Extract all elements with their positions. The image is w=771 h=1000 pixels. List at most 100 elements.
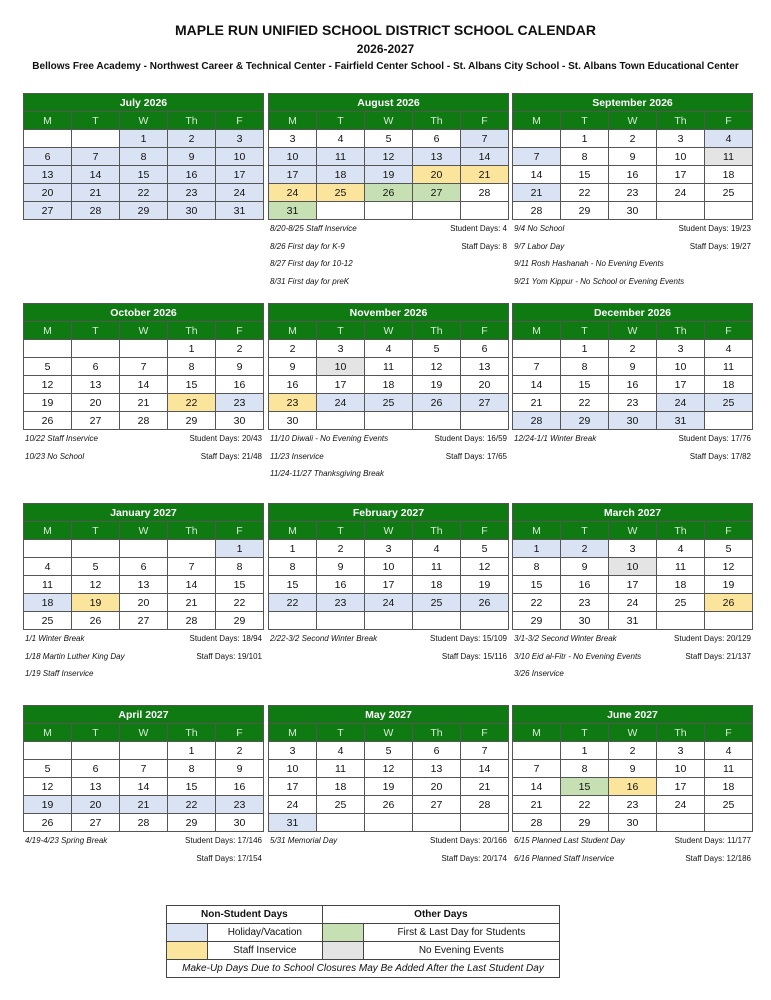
note-row: 2/22-3/2 Second Winter Break Student Days… [268,630,509,648]
month-title: March 2027 [512,503,753,522]
day-cell: 19 [71,593,120,612]
day-cell: 28 [460,795,509,814]
day-cell: 14 [460,759,509,778]
weekday-header: W [119,521,168,540]
note-row: 1/1 Winter Break Student Days: 18/94 [23,630,264,648]
day-cell: 16 [608,375,657,394]
weekday-header: Th [656,111,705,130]
note-row: 9/4 No School Student Days: 19/23 [512,220,753,238]
day-cell: 29 [167,813,216,832]
weekday-header: F [704,111,753,130]
month-title: December 2026 [512,303,753,322]
day-cell: 7 [460,741,509,760]
day-cell: 14 [119,375,168,394]
weekday-header: F [215,321,264,340]
day-cell: 31 [608,611,657,630]
day-cell [412,201,461,220]
day-cell: 26 [23,813,72,832]
day-cell: 12 [23,777,72,796]
day-cell: 17 [215,165,264,184]
day-cell: 8 [167,759,216,778]
day-cell: 13 [412,147,461,166]
note-day-count: Staff Days: 8 [461,241,507,251]
day-cell: 11 [704,357,753,376]
day-cell: 1 [560,339,609,358]
note-day-count: Student Days: 19/23 [678,224,752,233]
day-cell: 25 [704,183,753,202]
day-cell: 6 [23,147,72,166]
day-cell: 30 [215,813,264,832]
week-row: 26 27 28 29 30 [23,813,264,832]
week-row: 31 [268,201,509,220]
day-cell: 22 [268,593,317,612]
day-cell: 5 [23,759,72,778]
legend-holiday-swatch [166,923,208,942]
week-row: 14 15 16 17 18 [512,375,753,394]
day-cell: 10 [215,147,264,166]
day-cell [512,339,561,358]
day-cell: 29 [215,611,264,630]
day-cell: 17 [268,165,317,184]
day-cell: 22 [167,795,216,814]
month-title: January 2027 [23,503,264,522]
day-cell: 4 [704,129,753,148]
day-cell [460,201,509,220]
day-cell: 26 [23,411,72,430]
week-row: 12 13 14 15 16 [23,375,264,394]
month-notes: 10/22 Staff Inservice Student Days: 20/43… [23,430,264,465]
day-cell: 25 [412,593,461,612]
day-cell: 14 [167,575,216,594]
note-event: 8/31 First day for preK [270,276,350,286]
day-cell: 31 [656,411,705,430]
day-cell: 3 [316,339,365,358]
week-row: 11 12 13 14 15 [23,575,264,594]
weekday-header: W [364,111,413,130]
day-cell: 25 [23,611,72,630]
day-cell: 26 [412,393,461,412]
day-cell: 22 [167,393,216,412]
legend-holiday-label: Holiday/Vacation [207,923,323,942]
day-cell: 10 [268,147,317,166]
day-cell [704,201,753,220]
day-cell: 9 [215,357,264,376]
day-cell: 24 [268,795,317,814]
note-day-count: Staff Days: 21/137 [685,651,751,661]
month-notes: 11/10 Diwali - No Evening Events Student … [268,430,509,483]
month-calendar: July 2026 M T W Th F 1 2 3 6 7 8 9 10 13 14 15 16 17 20 21 22… [23,93,264,220]
weekday-header: T [316,321,365,340]
note-row: 9/21 Yom Kippur - No School or Evening E… [512,273,753,291]
day-cell: 7 [512,759,561,778]
day-cell: 18 [704,375,753,394]
day-cell: 24 [364,593,413,612]
day-cell: 4 [704,339,753,358]
month-title: September 2026 [512,93,753,112]
week-row: 15 16 17 18 19 [512,575,753,594]
day-cell: 8 [512,557,561,576]
school-year: 2026-2027 [356,42,415,56]
weekday-header: M [268,111,317,130]
note-day-count: Staff Days: 17/154 [196,853,262,863]
note-row: 8/31 First day for preK [268,273,509,291]
day-cell: 26 [71,611,120,630]
day-cell: 31 [268,201,317,220]
weekday-header: M [512,111,561,130]
weekday-header: T [71,321,120,340]
week-row: 16 17 18 19 20 [268,375,509,394]
note-day-count: Student Days: 20/166 [430,836,507,845]
note-row: 3/1-3/2 Second Winter Break Student Days:… [512,630,753,648]
day-cell: 7 [512,147,561,166]
day-cell: 16 [167,165,216,184]
month-title: November 2026 [268,303,509,322]
day-cell: 4 [364,339,413,358]
week-row: 31 [268,813,509,832]
weekday-header: W [119,723,168,742]
day-cell: 5 [23,357,72,376]
weekday-header: M [23,321,72,340]
day-cell: 25 [704,393,753,412]
legend: Non-Student Days Other Days Holiday/Vaca… [166,905,561,978]
day-cell: 16 [215,375,264,394]
month-notes: 1/1 Winter Break Student Days: 18/94 1/18 … [23,630,264,683]
day-cell: 22 [215,593,264,612]
